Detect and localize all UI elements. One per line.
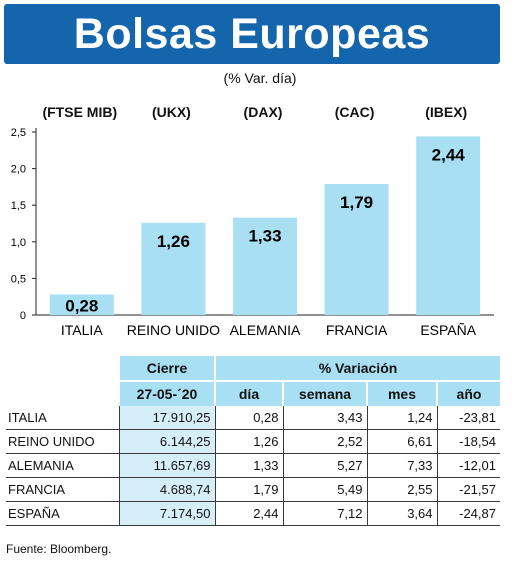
cell-mes: 3,64 [366,501,437,526]
bar [324,183,389,315]
corner-cell [6,356,119,381]
cell-ano: -21,57 [436,477,500,502]
cell-close: 4.688,74 [118,477,215,502]
cell-close: 6.144,25 [118,429,215,454]
cell-semana: 7,12 [282,501,367,526]
x-tick-label: REINO UNIDO [127,322,220,338]
x-tick-label: ESPAÑA [420,322,476,338]
y-tick-label: 0,5 [11,273,26,285]
close-group-header: Cierre [118,356,215,381]
cell-name: FRANCIA [6,477,119,502]
col-header-semana: semana [282,380,367,406]
cell-name: ALEMANIA [6,453,119,478]
index-code-label: (IBEX) [425,104,468,120]
bar [416,136,481,315]
table-row: ITALIA 17.910,25 0,28 3,43 1,24 -23,81 [6,406,500,430]
cell-mes: 7,33 [366,453,437,478]
cell-semana: 5,27 [282,453,367,478]
table-row: REINO UNIDO 6.144,25 1,26 2,52 6,61 -18,54 [6,429,500,454]
cell-ano: -24,87 [436,501,500,526]
y-tick-label: 2,0 [11,164,26,176]
bar-value-label: 0,28 [65,297,98,316]
cell-dia: 1,26 [214,429,283,454]
cell-semana: 2,52 [282,429,367,454]
cell-name: ESPAÑA [6,501,119,526]
cell-semana: 5,49 [282,477,367,502]
market-table: Cierre % Variación 27-05-´20 día semana … [6,356,500,526]
x-tick-label: ITALIA [61,322,103,338]
bar-value-label: 2,44 [432,145,466,164]
cell-semana: 3,43 [282,406,367,430]
title-banner: Bolsas Europeas [4,4,500,64]
chart-subtitle: (% Var. día) [223,70,297,86]
cell-mes: 2,55 [366,477,437,502]
cell-ano: -18,54 [436,429,500,454]
bar-value-label: 1,26 [157,232,190,251]
table-row: ALEMANIA 11.657,69 1,33 5,27 7,33 -12,01 [6,453,500,478]
cell-ano: -12,01 [436,453,500,478]
col-header-ano: año [436,380,500,406]
cell-mes: 6,61 [366,429,437,454]
x-tick-label: ALEMANIA [230,322,301,338]
index-code-label: (FTSE MIB) [42,104,118,120]
cell-dia: 1,79 [214,477,283,502]
bar [233,217,297,315]
cell-mes: 1,24 [366,406,437,430]
cell-name: ITALIA [6,406,119,430]
index-code-label: (CAC) [334,104,375,120]
index-code-label: (DAX) [243,104,283,120]
cell-ano: -23,81 [436,406,500,430]
cell-dia: 0,28 [214,406,283,430]
source-note: Fuente: Bloomberg. [6,542,112,556]
y-tick-label: 1,0 [11,237,26,249]
variation-group-header: % Variación [214,356,500,381]
cell-close: 7.174,50 [118,501,215,526]
table-row: FRANCIA 4.688,74 1,79 5,49 2,55 -21,57 [6,477,500,502]
x-tick-label: FRANCIA [326,322,388,338]
close-date-header: 27-05-´20 [118,380,215,406]
cell-dia: 2,44 [214,501,283,526]
y-tick-label: 1,5 [11,200,26,212]
corner-cell [6,380,119,406]
y-tick-label: 0 [20,310,26,322]
y-tick-label: 2,5 [11,127,26,139]
cell-close: 17.910,25 [118,406,215,430]
chart-title: Bolsas Europeas [73,9,431,58]
cell-close: 11.657,69 [118,453,215,478]
bar-value-label: 1,33 [248,227,281,246]
bar [49,294,114,315]
bar [141,222,206,315]
col-header-mes: mes [366,380,437,406]
index-code-label: (UKX) [151,104,191,120]
cell-name: REINO UNIDO [6,429,119,454]
bar-chart: 0 0,5 1,0 1,5 2,0 2,5 0,28 ITALIA 1,26 REINO UNID… [11,127,494,338]
table-row: ESPAÑA 7.174,50 2,44 7,12 3,64 -24,87 [6,501,500,526]
bar-value-label: 1,79 [340,193,373,212]
col-header-dia: día [214,380,283,406]
cell-dia: 1,33 [214,453,283,478]
